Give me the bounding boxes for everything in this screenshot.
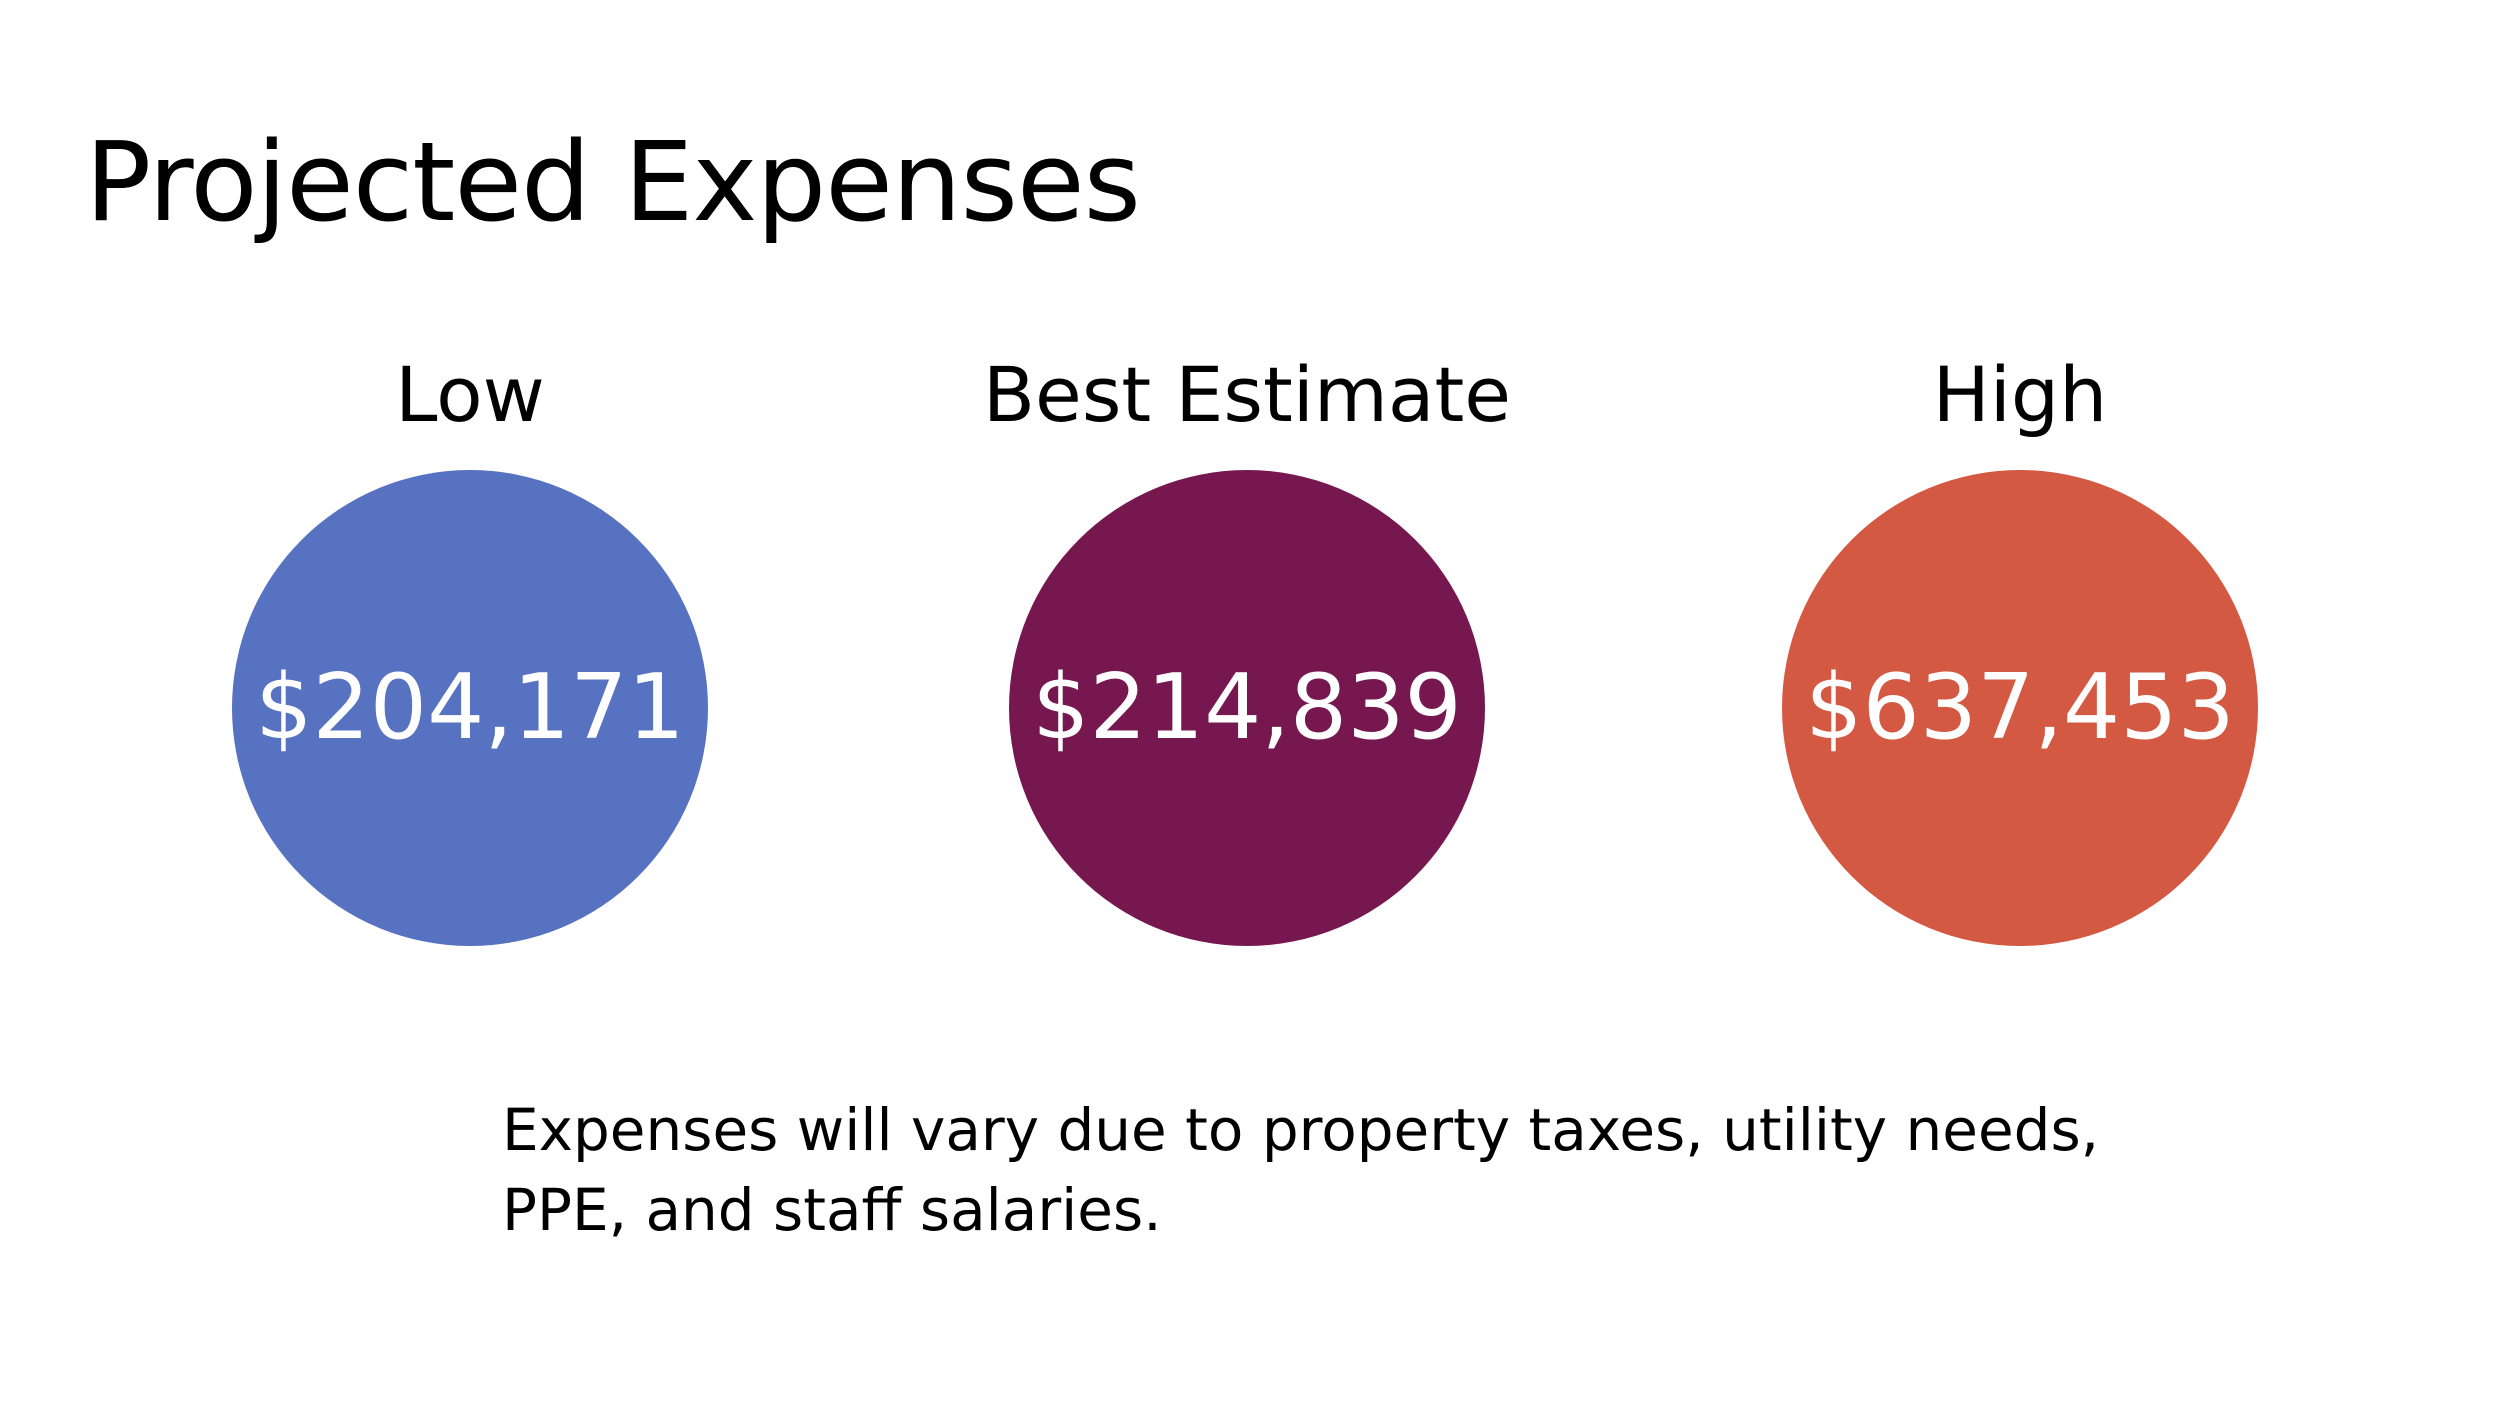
scenario-high-label: High [1932, 350, 2108, 439]
scenario-best-estimate-circle: $214,839 [1009, 470, 1485, 946]
expense-note-line-1: Expenses will vary due to property taxes… [502, 1096, 2100, 1164]
expense-note: Expenses will vary due to property taxes… [502, 1090, 2100, 1250]
scenario-best-estimate: Best Estimate $214,839 [897, 340, 1597, 960]
scenario-low: Low $204,171 [120, 340, 820, 960]
scenario-best-estimate-value: $214,839 [1032, 655, 1462, 760]
scenario-high-value: $637,453 [1805, 655, 2235, 760]
scenario-high-circle: $637,453 [1782, 470, 2258, 946]
slide-title: Projected Expenses [85, 118, 1141, 246]
scenario-best-estimate-label: Best Estimate [982, 350, 1512, 439]
scenario-low-label: Low [395, 350, 545, 439]
scenario-high: High $637,453 [1670, 340, 2370, 960]
scenario-low-circle: $204,171 [232, 470, 708, 946]
scenario-low-value: $204,171 [255, 655, 685, 760]
expense-note-line-2: PPE, and staff salaries. [502, 1176, 1162, 1244]
